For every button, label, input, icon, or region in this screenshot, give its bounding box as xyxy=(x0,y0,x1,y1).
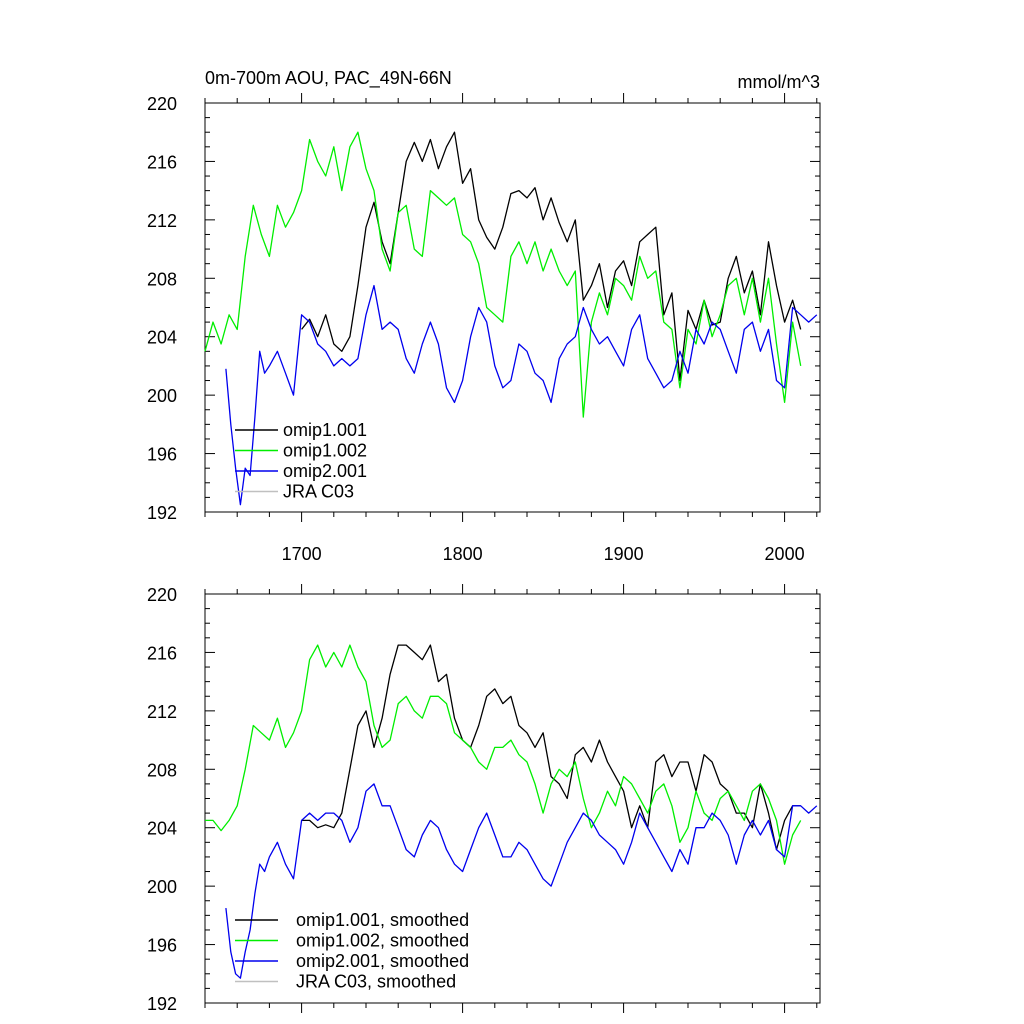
top-panel: 192 196 200 204 208 212 216 220 1700 1800 1900 2000… xyxy=(147,68,821,564)
top-legend-label: omip1.001 xyxy=(283,420,367,440)
bottom-ytick-label: 212 xyxy=(147,702,177,722)
top-series-line-2 xyxy=(204,131,802,418)
bottom-series-line-3 xyxy=(225,783,818,979)
top-axis-ticks: 192 196 200 204 208 212 216 220 1700 1800 1900 2000 xyxy=(147,93,820,564)
bottom-ytick-label: 208 xyxy=(147,760,177,780)
bottom-series-lines xyxy=(205,644,818,979)
bottom-ytick-label: 204 xyxy=(147,819,177,839)
bottom-legend-label: omip2.001, smoothed xyxy=(296,951,469,971)
top-series-lines xyxy=(204,131,818,506)
bottom-axis-ticks: 192 196 200 204 208 212 216 220 xyxy=(147,584,820,1014)
top-legend-label: omip1.002 xyxy=(283,441,367,461)
bottom-ytick-label: 192 xyxy=(147,994,177,1014)
top-ytick-label: 216 xyxy=(147,152,177,172)
bottom-legend-label: omip1.002, smoothed xyxy=(296,931,469,951)
bottom-series-line-2 xyxy=(205,644,802,865)
top-ytick-label: 200 xyxy=(147,386,177,406)
bottom-series-line-1 xyxy=(301,644,801,851)
bottom-ytick-label: 216 xyxy=(147,643,177,663)
bottom-legend-label: omip1.001, smoothed xyxy=(296,910,469,930)
bottom-ytick-label: 200 xyxy=(147,877,177,897)
top-xtick-label: 1800 xyxy=(443,544,483,564)
bottom-ytick-label: 220 xyxy=(147,585,177,605)
top-series-line-3 xyxy=(225,284,818,506)
top-ytick-label: 196 xyxy=(147,445,177,465)
top-xtick-label: 2000 xyxy=(765,544,805,564)
bottom-legend-label: JRA C03, smoothed xyxy=(296,972,456,992)
top-ytick-label: 208 xyxy=(147,269,177,289)
top-legend-label: omip2.001 xyxy=(283,461,367,481)
top-chart-title: 0m-700m AOU, PAC_49N-66N xyxy=(205,68,452,89)
top-ytick-label: 192 xyxy=(147,503,177,523)
top-ytick-label: 220 xyxy=(147,94,177,114)
bottom-ytick-label: 196 xyxy=(147,936,177,956)
top-ytick-label: 212 xyxy=(147,211,177,231)
top-chart-units: mmol/m^3 xyxy=(738,72,820,92)
bottom-panel: 192 196 200 204 208 212 216 220 omip1.001, smoo… xyxy=(147,584,821,1014)
top-ytick-label: 204 xyxy=(147,328,177,348)
top-xtick-label: 1900 xyxy=(604,544,644,564)
top-xtick-label: 1700 xyxy=(282,544,322,564)
top-legend-label: JRA C03 xyxy=(283,482,354,502)
